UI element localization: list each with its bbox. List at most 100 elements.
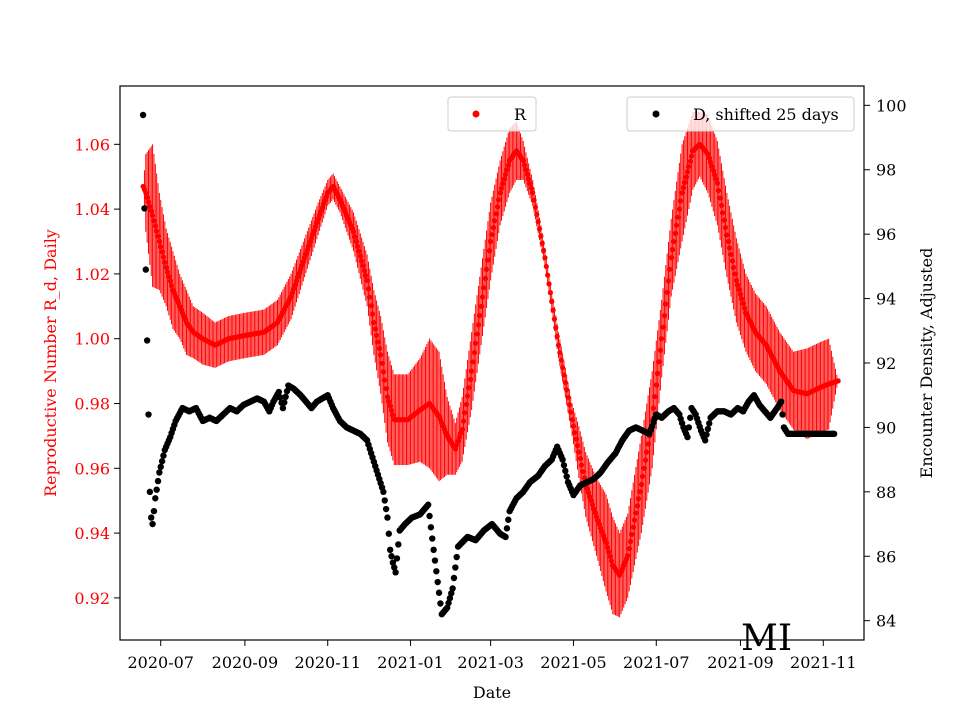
r-point: [372, 326, 378, 332]
r-point: [588, 498, 594, 504]
d-point: [281, 399, 288, 406]
r-point: [502, 171, 509, 177]
r-point: [531, 197, 537, 203]
r-point: [714, 180, 720, 186]
r-point: [467, 376, 473, 383]
r-point: [159, 249, 165, 255]
r-point: [608, 558, 615, 564]
r-point: [151, 218, 157, 224]
r-point: [390, 412, 396, 418]
right-y-tick-label: 96: [876, 225, 896, 244]
left-y-tick-label: 0.94: [74, 524, 110, 543]
r-point: [546, 281, 552, 287]
r-point: [492, 218, 498, 224]
r-point: [543, 263, 549, 270]
d-point: [395, 541, 402, 548]
r-point: [731, 264, 737, 271]
d-point: [503, 525, 511, 532]
d-point: [563, 473, 570, 480]
r-point: [573, 436, 579, 442]
r-point: [726, 245, 733, 251]
r-point: [539, 240, 545, 246]
r-point: [466, 385, 472, 391]
r-point: [709, 163, 715, 170]
d-point: [704, 425, 712, 433]
r-point: [555, 342, 562, 348]
r-point: [653, 382, 659, 388]
r-point: [352, 234, 358, 240]
d-point: [559, 456, 566, 463]
r-point: [674, 222, 680, 228]
r-point: [167, 278, 173, 284]
r-point: [528, 185, 534, 191]
r-point: [566, 402, 572, 408]
r-point: [163, 264, 169, 271]
r-point: [705, 151, 711, 157]
right-y-tick-label: 90: [876, 418, 896, 437]
d-point: [146, 488, 154, 496]
r-point: [485, 257, 491, 263]
d-point: [452, 564, 459, 571]
right-y-axis: 84 86 88 90 92 94 96 98 100: [864, 96, 907, 631]
d-point: [142, 266, 149, 273]
r-point: [724, 232, 730, 238]
r-point: [655, 370, 661, 377]
r-point: [721, 217, 727, 223]
d-point: [562, 467, 569, 475]
r-point: [367, 294, 373, 300]
r-point: [641, 465, 647, 471]
r-point: [505, 162, 511, 168]
r-point: [574, 443, 581, 449]
r-point: [490, 225, 496, 231]
d-point: [502, 533, 509, 541]
r-point: [162, 259, 168, 265]
r-point: [384, 394, 391, 400]
r-point: [357, 253, 363, 259]
r-point: [493, 211, 499, 217]
r-point: [378, 352, 384, 358]
r-point: [729, 258, 735, 264]
r-point: [361, 268, 367, 274]
r-point: [659, 336, 665, 342]
r-point: [371, 319, 377, 326]
r-point: [587, 494, 593, 500]
d-point: [380, 488, 387, 496]
r-point: [379, 360, 385, 366]
region-label: MI: [741, 618, 792, 659]
d-point: [445, 599, 452, 607]
r-point: [386, 398, 392, 405]
r-point: [713, 176, 719, 182]
r-point: [627, 538, 634, 545]
x-tick-label: 2021-05: [540, 653, 606, 672]
r-point: [489, 231, 495, 238]
r-point: [368, 303, 374, 309]
d-point: [448, 590, 455, 597]
r-point: [706, 155, 712, 161]
d-point: [560, 462, 568, 469]
r-point: [520, 157, 526, 164]
r-point: [532, 204, 539, 210]
left-y-tick-label: 1.02: [74, 265, 110, 284]
legend-d-marker: [652, 110, 660, 118]
r-point: [363, 272, 369, 279]
r-point: [459, 426, 465, 433]
r-point: [720, 210, 726, 216]
d-point: [160, 452, 167, 459]
legend-d: D, shifted 25 days: [626, 96, 855, 132]
d-point: [505, 516, 512, 523]
r-point: [741, 305, 748, 311]
r-point: [473, 340, 479, 346]
r-point: [668, 255, 674, 261]
d-point: [446, 594, 454, 602]
r-point: [585, 489, 591, 496]
d-point: [424, 501, 432, 508]
d-point: [684, 433, 691, 441]
r-point: [148, 208, 154, 214]
d-point: [141, 205, 148, 212]
r-point: [144, 194, 150, 201]
r-point: [645, 441, 651, 447]
r-point: [717, 195, 723, 201]
r-point: [722, 225, 729, 231]
r-point: [540, 247, 547, 254]
r-point: [732, 271, 738, 277]
